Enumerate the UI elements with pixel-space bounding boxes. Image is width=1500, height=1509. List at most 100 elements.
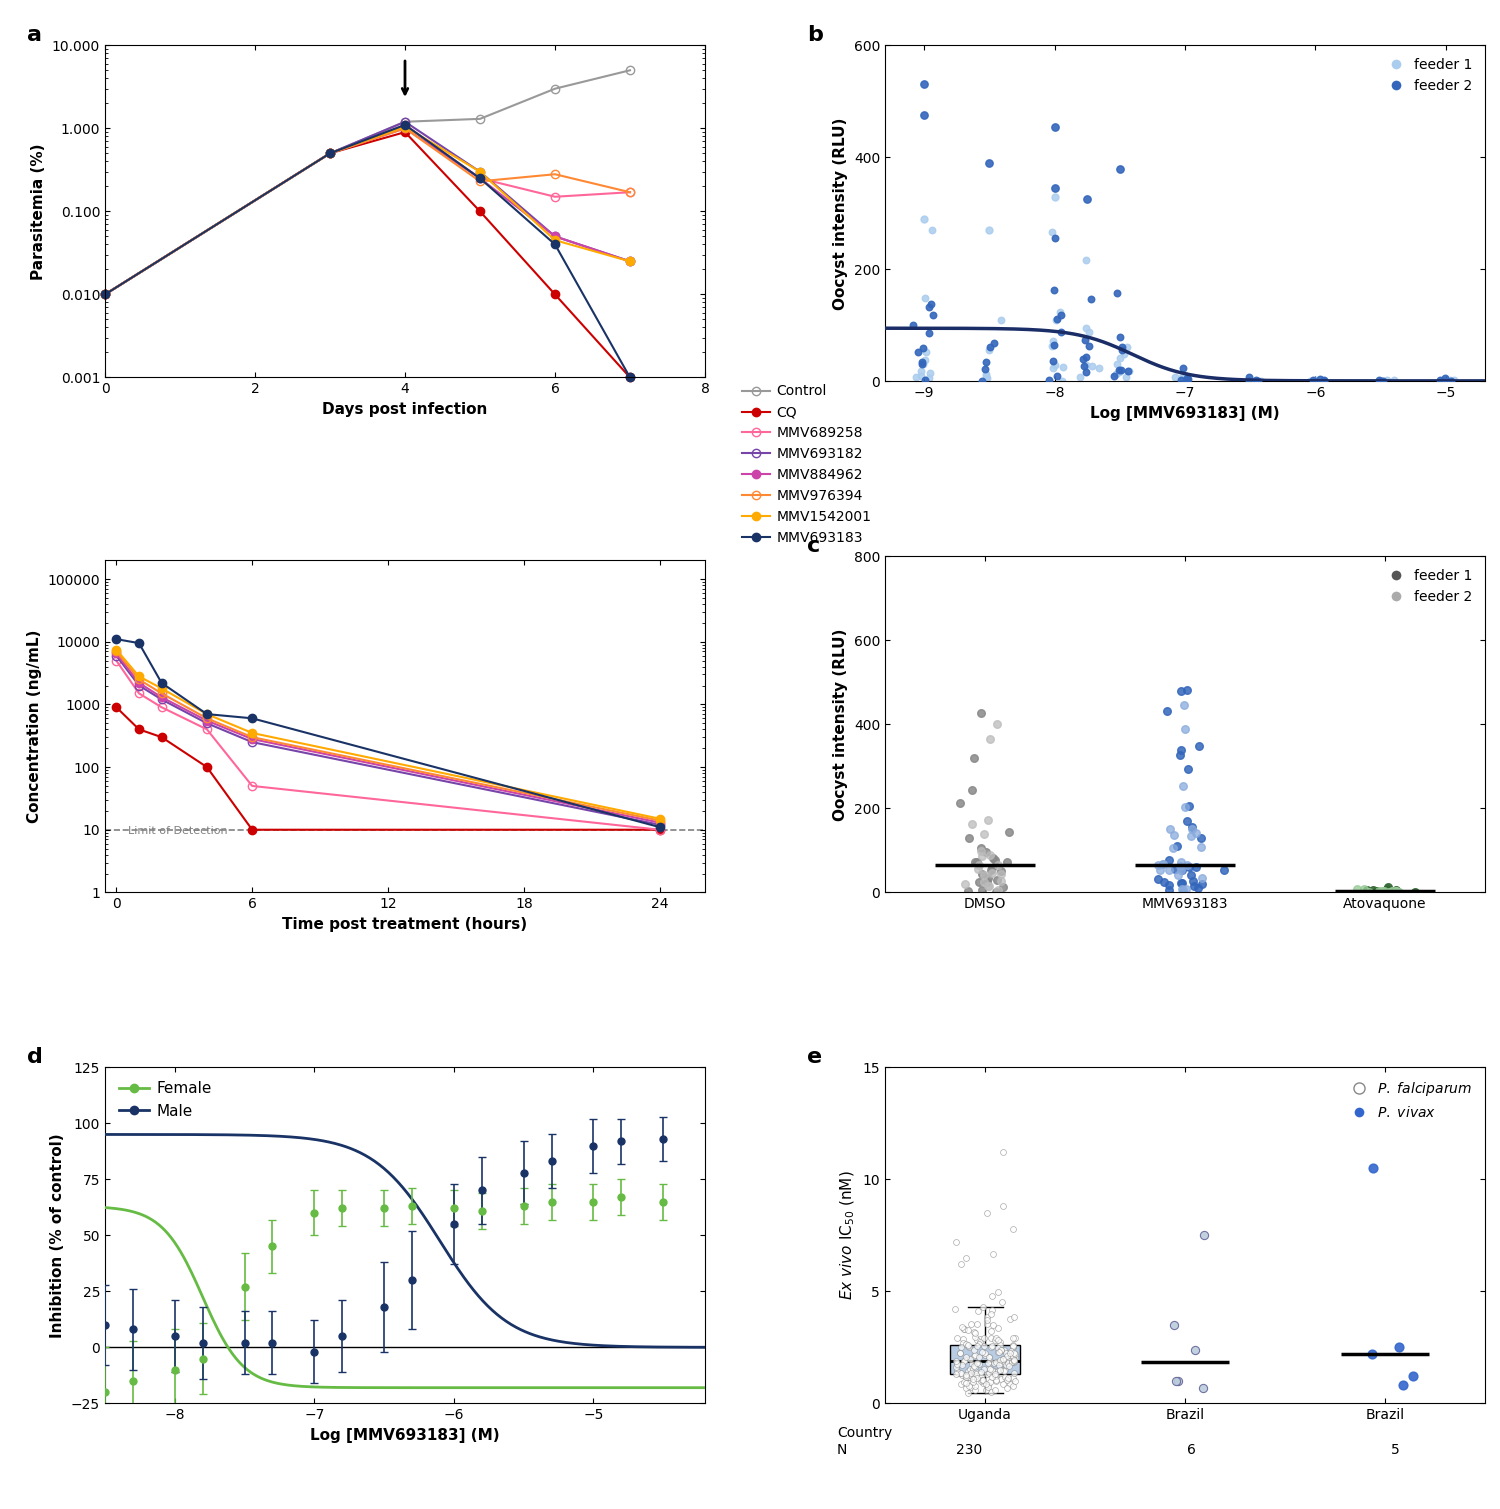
Point	[1074, 353, 1098, 377]
Point	[994, 850, 1018, 874]
Point	[918, 367, 942, 391]
Point	[1162, 822, 1186, 847]
Point	[963, 850, 987, 874]
Point	[1162, 1313, 1186, 1337]
Point	[1150, 851, 1174, 875]
Point	[1110, 338, 1134, 362]
Point	[1190, 834, 1214, 859]
Point	[1239, 370, 1263, 394]
Point	[954, 1364, 978, 1388]
Point	[1365, 880, 1389, 904]
Point	[986, 1280, 1010, 1304]
Point	[1107, 359, 1131, 383]
Point	[978, 727, 1002, 751]
Point	[992, 1358, 1016, 1382]
Point	[954, 1345, 978, 1369]
Point	[1074, 359, 1098, 383]
Point	[976, 874, 1000, 898]
Point	[910, 337, 934, 361]
Point	[951, 1326, 975, 1351]
Point	[1166, 1369, 1190, 1393]
Point	[972, 863, 996, 887]
Point	[978, 1357, 1002, 1381]
Point	[1002, 1340, 1026, 1364]
Point	[944, 1298, 968, 1322]
Point	[992, 1372, 1016, 1396]
Point	[970, 1372, 994, 1396]
Point	[980, 1319, 1004, 1343]
Point	[1041, 349, 1065, 373]
Point	[980, 856, 1004, 880]
Point	[1174, 365, 1198, 389]
Point	[956, 1360, 980, 1384]
Point	[912, 103, 936, 127]
Point	[966, 1366, 990, 1390]
Point	[975, 1378, 999, 1402]
Point	[963, 1364, 987, 1388]
Point	[970, 844, 994, 868]
Point	[918, 361, 942, 385]
Point	[982, 1351, 1006, 1375]
Point	[1161, 836, 1185, 860]
Point	[952, 1317, 976, 1342]
Point	[962, 1364, 986, 1388]
Point	[994, 1352, 1018, 1376]
Point	[1041, 329, 1065, 353]
Point	[975, 1308, 999, 1332]
Point	[1304, 368, 1328, 392]
Point	[956, 1317, 980, 1342]
Point	[969, 1361, 993, 1385]
Point	[962, 747, 986, 771]
Point	[954, 1376, 978, 1400]
Point	[984, 880, 1008, 904]
Point	[952, 1317, 976, 1342]
Point	[1002, 1343, 1026, 1367]
Point	[1114, 335, 1138, 359]
Point	[970, 1340, 994, 1364]
Point	[1170, 774, 1194, 798]
Point	[1002, 1351, 1026, 1375]
Point	[988, 859, 1012, 883]
Point	[1250, 368, 1274, 392]
Point	[956, 1334, 980, 1358]
Point	[998, 1372, 1022, 1396]
Point	[981, 1242, 1005, 1266]
Point	[976, 1361, 1000, 1385]
Y-axis label: Inhibition (% of control): Inhibition (% of control)	[51, 1133, 66, 1337]
Text: 5: 5	[1390, 1443, 1400, 1456]
Point	[966, 1299, 990, 1323]
Point	[1174, 877, 1198, 901]
Point	[964, 851, 988, 875]
Point	[988, 1367, 1012, 1391]
Point	[976, 874, 1000, 898]
Point	[1071, 347, 1095, 371]
Point	[982, 848, 1006, 872]
Text: N: N	[837, 1443, 848, 1456]
Point	[975, 839, 999, 863]
Point	[1442, 368, 1466, 392]
Point	[978, 151, 1002, 175]
Point	[914, 287, 938, 311]
Point	[968, 1345, 992, 1369]
Point	[910, 350, 934, 374]
Point	[956, 1381, 980, 1405]
Point	[966, 869, 990, 893]
Point	[1152, 871, 1176, 895]
Point	[964, 1334, 988, 1358]
X-axis label: Days post infection: Days post infection	[322, 401, 488, 416]
Point	[1431, 368, 1455, 392]
Point	[1383, 880, 1407, 904]
Point	[1191, 1376, 1215, 1400]
Point	[1377, 880, 1401, 904]
Point	[1352, 877, 1376, 901]
Point	[948, 1340, 972, 1364]
Point	[969, 1360, 993, 1384]
Point	[1212, 857, 1236, 881]
Point	[981, 1358, 1005, 1382]
Point	[1184, 854, 1208, 878]
Point	[1002, 1345, 1026, 1369]
Point	[950, 1316, 974, 1340]
Point	[981, 1313, 1005, 1337]
Legend: $\it{P.\ falciparum}$, $\it{P.\ vivax}$: $\it{P.\ falciparum}$, $\it{P.\ vivax}$	[1340, 1074, 1478, 1126]
Point	[1170, 850, 1194, 874]
